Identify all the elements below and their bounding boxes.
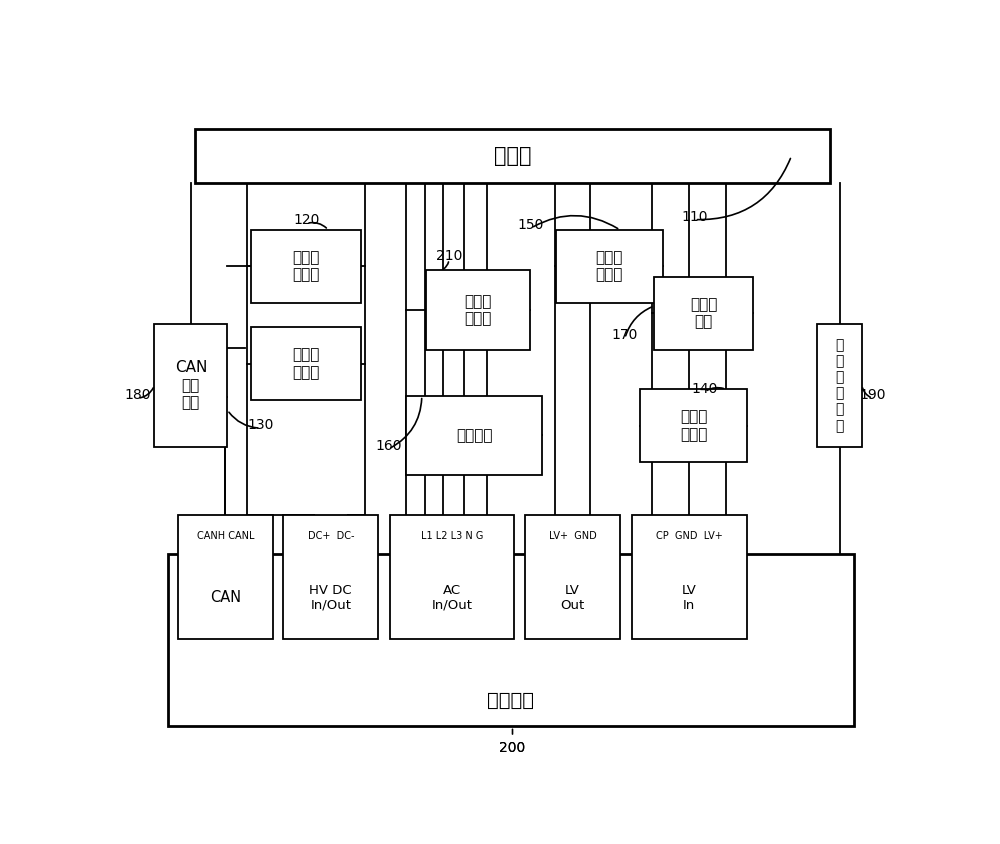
Bar xyxy=(525,515,620,640)
Text: 数
据
采
集
设
备: 数 据 采 集 设 备 xyxy=(835,338,844,433)
Bar xyxy=(283,515,378,640)
Text: 200: 200 xyxy=(499,741,526,755)
Bar xyxy=(251,230,361,303)
Bar xyxy=(654,277,753,349)
Text: 高压直
流负载: 高压直 流负载 xyxy=(293,348,320,380)
Text: 交流电源: 交流电源 xyxy=(456,428,492,443)
Text: CAN: CAN xyxy=(210,590,241,605)
Text: DC+  DC-: DC+ DC- xyxy=(308,531,354,541)
Bar xyxy=(251,327,361,400)
Text: 150: 150 xyxy=(518,218,544,232)
Text: CAN
通讯
设备: CAN 通讯 设备 xyxy=(175,360,207,410)
Text: HV DC
In/Out: HV DC In/Out xyxy=(309,584,352,612)
Text: L1 L2 L3 N G: L1 L2 L3 N G xyxy=(421,531,483,541)
Text: 120: 120 xyxy=(293,214,320,227)
Bar xyxy=(168,555,854,727)
Text: 210: 210 xyxy=(436,249,462,263)
Text: 交流电
子负载: 交流电 子负载 xyxy=(464,294,492,326)
Text: 低压直
流负载: 低压直 流负载 xyxy=(596,250,623,283)
Text: 工控机: 工控机 xyxy=(494,146,531,166)
Text: 170: 170 xyxy=(612,328,638,342)
Text: 低压直
流电源: 低压直 流电源 xyxy=(680,409,708,441)
Text: 待测产品: 待测产品 xyxy=(487,691,534,710)
Text: 信号模
拟器: 信号模 拟器 xyxy=(690,297,717,329)
Bar xyxy=(154,323,227,447)
Bar xyxy=(178,515,273,640)
Bar xyxy=(556,230,663,303)
Text: LV
In: LV In xyxy=(682,584,697,612)
Text: LV
Out: LV Out xyxy=(560,584,585,612)
Bar xyxy=(426,270,530,349)
Text: 140: 140 xyxy=(692,381,718,396)
Text: CANH CANL: CANH CANL xyxy=(197,531,254,541)
Text: 200: 200 xyxy=(499,741,526,755)
Text: 190: 190 xyxy=(860,388,886,402)
Text: 160: 160 xyxy=(375,439,402,452)
Text: CP  GND  LV+: CP GND LV+ xyxy=(656,531,723,541)
Bar xyxy=(632,515,747,640)
Text: 130: 130 xyxy=(247,418,274,432)
Bar xyxy=(406,396,542,475)
Text: AC
In/Out: AC In/Out xyxy=(432,584,473,612)
Text: 180: 180 xyxy=(124,388,151,402)
Bar xyxy=(640,389,747,462)
Bar xyxy=(195,129,830,182)
Text: 高压直
流电源: 高压直 流电源 xyxy=(293,250,320,283)
Bar xyxy=(390,515,514,640)
Text: LV+  GND: LV+ GND xyxy=(549,531,596,541)
Bar xyxy=(817,323,862,447)
Text: 110: 110 xyxy=(681,210,708,224)
